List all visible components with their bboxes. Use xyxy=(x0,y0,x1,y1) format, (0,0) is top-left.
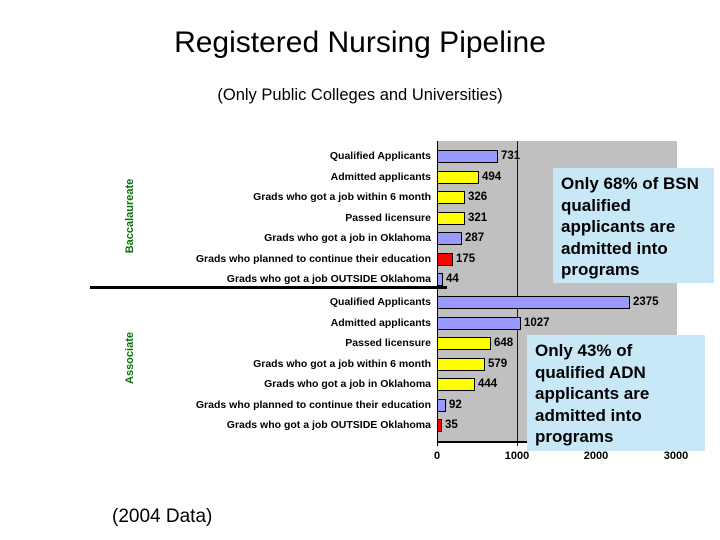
group-divider-line xyxy=(90,286,447,289)
bar-value: 92 xyxy=(449,399,462,411)
bar-label: Grads who got a job in Oklahoma xyxy=(264,378,431,390)
bar-label: Qualified Applicants xyxy=(329,150,431,162)
slide-title: Registered Nursing Pipeline xyxy=(174,26,546,59)
x-axis-tick-0: 0 xyxy=(433,450,441,462)
bar-label: Grads who got a job within 6 month xyxy=(253,191,431,203)
bar xyxy=(437,253,453,266)
bar xyxy=(437,419,442,432)
bar-value: 321 xyxy=(468,212,488,224)
bar xyxy=(437,191,465,204)
bar-label: Grads who planned to continue their educ… xyxy=(195,399,431,411)
x-axis-tickmark-1000 xyxy=(517,441,518,446)
bar-value: 326 xyxy=(468,191,488,203)
bar-value: 175 xyxy=(456,253,476,265)
slide-subtitle: (Only Public Colleges and Universities) xyxy=(217,86,503,104)
bar-label: Passed licensure xyxy=(345,337,431,349)
gridline-1000 xyxy=(517,141,518,442)
bar xyxy=(437,212,465,225)
bar xyxy=(437,273,443,286)
x-axis-tickmark-0 xyxy=(437,441,438,446)
bar-value: 444 xyxy=(478,378,498,390)
bar-value: 35 xyxy=(445,419,458,431)
bar-value: 579 xyxy=(488,358,508,370)
bar xyxy=(437,296,630,309)
bar-label: Admitted applicants xyxy=(330,171,431,183)
bar-value: 731 xyxy=(501,150,521,162)
bar-label: Grads who planned to continue their educ… xyxy=(195,253,431,265)
bar-label: Grads who got a job in Oklahoma xyxy=(264,232,431,244)
bar-value: 648 xyxy=(494,337,514,349)
bar-value: 44 xyxy=(446,273,459,285)
bar-label: Passed licensure xyxy=(345,212,431,224)
bar xyxy=(437,358,485,371)
x-axis-tick-2000: 2000 xyxy=(583,450,609,462)
x-axis-tick-3000: 3000 xyxy=(663,450,689,462)
bar-label: Grads who got a job OUTSIDE Oklahoma xyxy=(226,419,431,431)
bar-value: 1027 xyxy=(524,317,550,329)
bar-label: Grads who got a job within 6 month xyxy=(253,358,431,370)
callout-adn: Only 43% of qualified ADN applicants are… xyxy=(527,335,705,451)
bar-label: Admitted applicants xyxy=(330,317,431,329)
bar xyxy=(437,399,446,412)
bar xyxy=(437,378,475,391)
bar xyxy=(437,150,498,163)
bar xyxy=(437,171,479,184)
bar-value: 287 xyxy=(465,232,485,244)
bar-label: Grads who got a job OUTSIDE Oklahoma xyxy=(226,273,431,285)
bar-value: 494 xyxy=(482,171,502,183)
bar-value: 2375 xyxy=(633,296,659,308)
bar xyxy=(437,317,521,330)
bar-label: Qualified Applicants xyxy=(329,296,431,308)
bar xyxy=(437,232,462,245)
bar xyxy=(437,337,491,350)
footnote: (2004 Data) xyxy=(112,506,213,527)
callout-bsn: Only 68% of BSN qualified applicants are… xyxy=(553,168,714,283)
x-axis-tick-1000: 1000 xyxy=(504,450,530,462)
